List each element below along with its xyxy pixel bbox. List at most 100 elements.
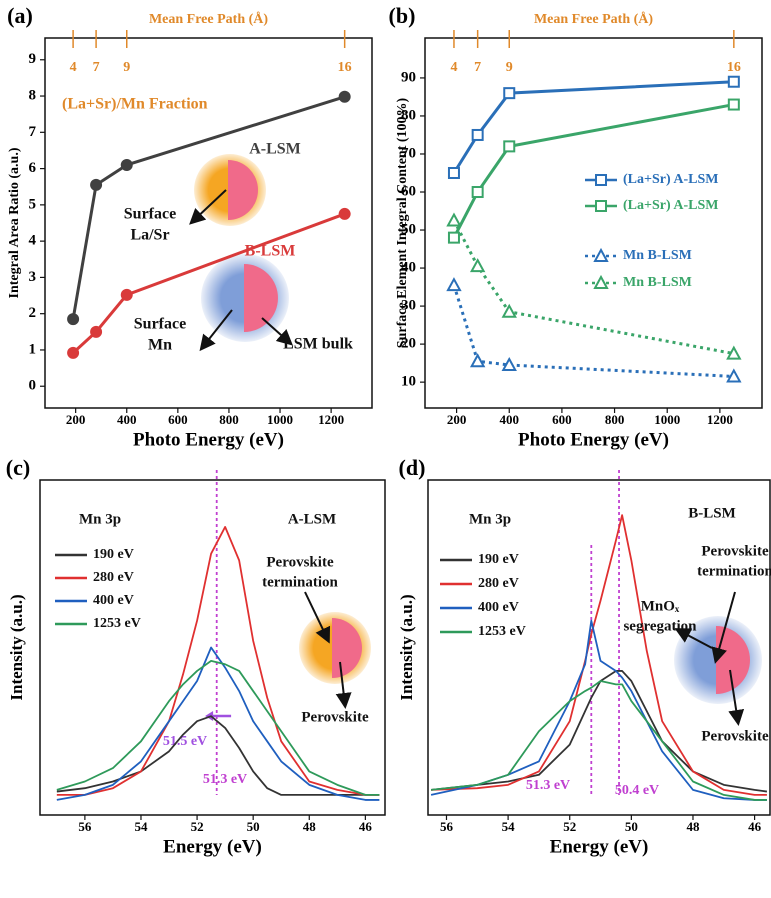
- plot-frame: [424, 37, 763, 409]
- series-line: [452, 80, 734, 174]
- marker: [446, 277, 462, 292]
- marker: [90, 325, 103, 338]
- marker: [120, 158, 133, 171]
- panel-label: (c): [6, 455, 30, 480]
- top-tick-label: 7: [474, 60, 481, 75]
- y-tick-label: 5: [29, 196, 37, 212]
- legend-label: 190 eV: [478, 552, 519, 567]
- annotation: B-LSM: [688, 505, 736, 521]
- y-tick-label: 7: [29, 124, 37, 140]
- x-axis-label: Photo Energy (eV): [133, 429, 284, 450]
- x-axis-label: Photo Energy (eV): [518, 429, 669, 450]
- annotation: A-LSM: [288, 511, 336, 527]
- marker: [446, 212, 462, 227]
- top-tick-label: 4: [70, 60, 77, 75]
- legend-label: 280 eV: [93, 570, 134, 585]
- marker: [593, 274, 609, 289]
- annotation: Surface: [124, 206, 176, 223]
- legend-label: 280 eV: [478, 576, 519, 591]
- y-axis-label: Surface Element Integral Content (100%): [395, 97, 410, 348]
- annotation: MnOₓ: [641, 598, 680, 614]
- marker: [120, 288, 133, 301]
- marker: [726, 368, 742, 383]
- y-tick-label: 0: [29, 378, 37, 394]
- spectrum-line: [430, 680, 767, 801]
- x-tick-label: 1000: [654, 412, 680, 427]
- spectrum-line: [56, 660, 380, 796]
- spectrum-line: [431, 514, 767, 796]
- top-tick-label: 16: [338, 60, 352, 75]
- sphere-c: [299, 612, 371, 684]
- x-tick-label: 56: [78, 819, 92, 834]
- top-tick-label: 16: [727, 60, 741, 75]
- marker: [471, 128, 484, 141]
- marker: [726, 345, 742, 360]
- panel-label: (a): [7, 3, 33, 28]
- legend-label: Mn B-LSM: [623, 275, 692, 290]
- plot-frame: [427, 479, 771, 816]
- top-tick-label: 7: [93, 60, 100, 75]
- plot-frame: [44, 37, 373, 409]
- annotation: Mn 3p: [79, 511, 121, 527]
- x-tick-label: 52: [563, 819, 576, 834]
- marker: [503, 87, 516, 100]
- x-tick-label: 200: [447, 412, 467, 427]
- y-tick-label: 10: [401, 374, 416, 390]
- y-tick-label: 40: [401, 259, 416, 275]
- series-line: [71, 95, 346, 320]
- y-axis-label: Intensity (a.u.): [7, 594, 26, 700]
- panel-label: (b): [389, 3, 416, 28]
- top-tick-label: 4: [450, 60, 457, 75]
- series-line: [452, 284, 734, 378]
- marker: [501, 356, 517, 372]
- x-tick-label: 400: [500, 412, 520, 427]
- marker: [447, 231, 460, 244]
- series-line: [452, 219, 735, 356]
- x-tick-label: 52: [191, 819, 204, 834]
- y-tick-label: 9: [29, 51, 37, 67]
- peak-label: 51.3 eV: [526, 778, 570, 793]
- legend-label: (La+Sr) A-LSM: [623, 198, 718, 213]
- legend-label: 1253 eV: [478, 624, 526, 639]
- legend-label: 400 eV: [478, 600, 519, 615]
- spectrum-line: [56, 646, 380, 801]
- x-tick-label: 200: [66, 412, 86, 427]
- x-tick-label: 1200: [707, 412, 733, 427]
- spectrum-line: [56, 526, 380, 796]
- y-tick-label: 1: [29, 341, 37, 357]
- top-tick-label: 9: [506, 60, 513, 75]
- marker: [727, 98, 740, 111]
- x-tick-label: 48: [303, 819, 317, 834]
- annotation: termination: [262, 574, 338, 590]
- annotation: Surface: [134, 316, 186, 333]
- x-tick-label: 54: [502, 819, 516, 834]
- marker: [338, 207, 351, 220]
- series-line: [452, 103, 735, 239]
- y-tick-label: 50: [401, 221, 416, 237]
- sphere-a1: [194, 154, 266, 226]
- peak-label: 51.5 eV: [163, 734, 207, 749]
- annotation: Perovskite: [701, 728, 769, 744]
- annotation: Mn: [148, 337, 172, 354]
- marker: [503, 140, 516, 153]
- y-tick-label: 60: [401, 183, 416, 199]
- x-tick-label: 46: [748, 819, 762, 834]
- y-tick-label: 4: [29, 233, 37, 249]
- annotation: Perovskite: [301, 709, 369, 725]
- top-tick-label: 9: [123, 60, 130, 75]
- plot-frame: [39, 479, 386, 816]
- legend-label: 1253 eV: [93, 616, 141, 631]
- marker: [67, 346, 80, 359]
- marker: [727, 75, 740, 88]
- marker: [593, 247, 609, 262]
- annotation: segregation: [623, 618, 697, 634]
- x-tick-label: 1200: [318, 412, 344, 427]
- marker: [469, 258, 486, 273]
- y-tick-label: 2: [29, 305, 37, 321]
- x-tick-label: 800: [219, 412, 239, 427]
- annotation: LSM bulk: [283, 336, 353, 353]
- y-tick-label: 90: [401, 69, 416, 85]
- spectrum-line: [430, 619, 767, 801]
- x-axis-label: Energy (eV): [163, 836, 262, 857]
